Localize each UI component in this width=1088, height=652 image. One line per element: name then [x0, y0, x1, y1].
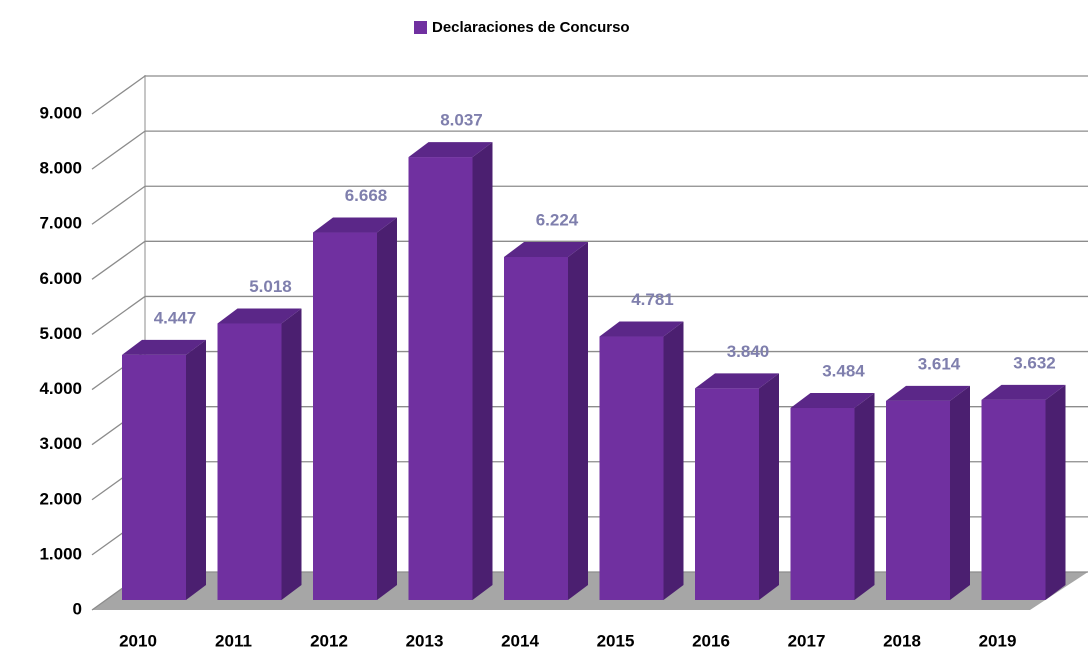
bar-top	[886, 385, 970, 401]
x-tick-label: 2017	[788, 631, 826, 650]
bar	[981, 399, 1046, 600]
y-tick-label: 2.000	[39, 489, 82, 508]
bar-side	[281, 308, 302, 600]
bar-top	[981, 384, 1066, 400]
value-label: 3.614	[918, 354, 961, 373]
value-label: 4.781	[631, 290, 674, 309]
y-tick-label: 9.000	[39, 103, 82, 122]
x-tick-label: 2013	[406, 631, 444, 650]
bar-top	[695, 373, 779, 389]
bar-side	[377, 217, 397, 600]
value-label: 6.224	[536, 210, 579, 229]
bar-side	[759, 373, 779, 600]
x-tick-label: 2016	[692, 631, 730, 650]
x-tick-label: 2019	[979, 631, 1017, 650]
grid-line	[91, 75, 1088, 115]
y-tick-label: 4.000	[39, 379, 82, 398]
value-label: 4.447	[154, 308, 197, 327]
bar	[504, 256, 568, 600]
legend-label: Declaraciones de Concurso	[432, 19, 630, 36]
bar	[217, 323, 282, 600]
value-label: 3.840	[727, 342, 770, 361]
value-label: 6.668	[345, 186, 388, 205]
x-tick-label: 2018	[883, 631, 921, 650]
bar-side	[186, 339, 206, 600]
y-tick-label: 5.000	[39, 324, 82, 343]
grid-line	[91, 295, 1088, 335]
y-tick-label: 8.000	[39, 159, 82, 178]
bar-side	[472, 142, 493, 600]
bar-side	[1045, 384, 1066, 600]
y-tick-label: 6.000	[39, 269, 82, 288]
legend-swatch	[414, 21, 427, 34]
bar	[313, 232, 377, 600]
x-tick-label: 2015	[597, 631, 635, 650]
x-tick-label: 2010	[119, 631, 157, 650]
value-label: 3.484	[822, 361, 865, 380]
bar	[790, 407, 855, 600]
value-label: 3.632	[1013, 353, 1056, 372]
bar-side	[663, 321, 684, 600]
y-tick-label: 1.000	[39, 544, 82, 563]
bar-top	[504, 241, 588, 257]
y-tick-label: 7.000	[39, 214, 82, 233]
bar-top	[408, 142, 493, 158]
bar-side	[950, 385, 970, 600]
value-label: 5.018	[249, 277, 292, 296]
bar	[122, 354, 186, 600]
bar	[695, 388, 759, 600]
bar-top	[599, 321, 684, 337]
bar-top	[122, 339, 206, 355]
bar	[886, 400, 950, 600]
value-label: 8.037	[440, 111, 483, 130]
bar-top	[790, 392, 875, 408]
grid-line	[91, 240, 1088, 280]
grid-line	[91, 130, 1088, 170]
bar-top	[313, 217, 397, 233]
bar-top	[217, 308, 302, 324]
y-tick-label: 3.000	[39, 434, 82, 453]
bar-side	[568, 241, 588, 600]
y-tick-label: 0	[73, 599, 82, 618]
x-tick-label: 2012	[310, 631, 348, 650]
bar	[408, 157, 473, 600]
x-tick-label: 2011	[215, 631, 252, 650]
grid-line	[91, 185, 1088, 225]
bar-side	[854, 392, 875, 600]
bar	[599, 336, 664, 600]
x-tick-label: 2014	[501, 631, 539, 650]
